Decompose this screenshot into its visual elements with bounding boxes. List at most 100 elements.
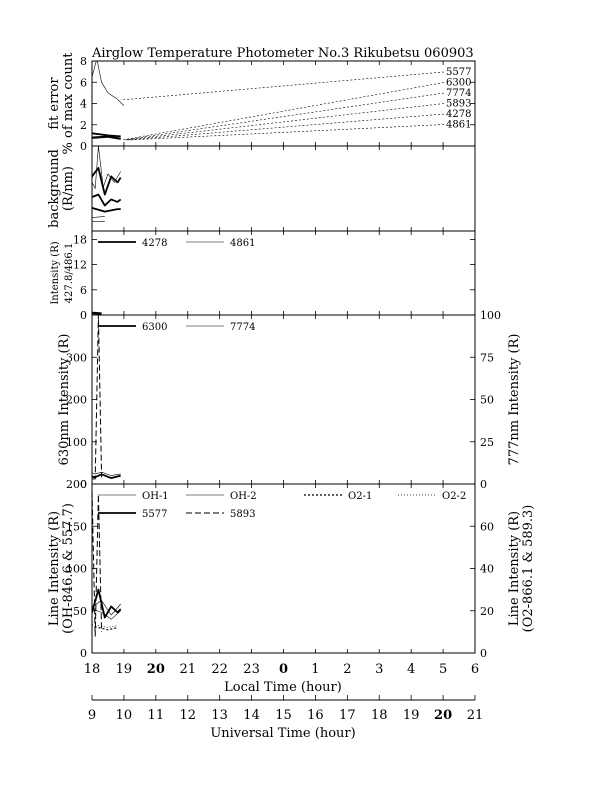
universal-time-axis-tick-label: 18	[371, 708, 388, 723]
universal-time-axis-tick-label: 9	[88, 708, 96, 723]
y-tick-label: 18	[73, 233, 87, 246]
local-time-tick-label: 20	[147, 662, 165, 677]
legend-label-5577: 5577	[142, 509, 167, 520]
panel-frame	[91, 314, 476, 485]
fit-error-label-6300: 6300	[446, 78, 471, 89]
fit-error-label-4278: 4278	[446, 109, 471, 120]
universal-time-axis-tick-label: 15	[275, 708, 292, 723]
panel-frame	[91, 145, 476, 232]
y2-tick-label: 75	[480, 351, 494, 364]
y-axis-label: 427.8/486.1	[64, 243, 75, 304]
y-axis-label: % of max count	[61, 52, 76, 155]
fit-error-label-4861: 4861	[446, 120, 471, 131]
y-axis-label: fit error	[47, 77, 62, 130]
y2-tick-label: 0	[480, 647, 487, 660]
universal-time-label: Universal Time (hour)	[210, 726, 355, 741]
local-time-tick-label: 6	[471, 662, 479, 677]
y-tick-label: 4	[80, 98, 87, 111]
universal-time-axis-tick-label: 21	[467, 708, 484, 723]
y-tick-label: 200	[66, 478, 87, 491]
y-tick-label: 6	[80, 284, 87, 297]
universal-time-axis-tick-label: 10	[116, 708, 133, 723]
legend-label-OH-2: OH-2	[230, 491, 257, 502]
universal-time-axis-tick-label: 12	[179, 708, 196, 723]
universal-time-axis-tick-label: 17	[339, 708, 356, 723]
fit-error-leader	[123, 92, 445, 141]
series-line-thin	[92, 137, 121, 140]
y-tick-label: 0	[80, 647, 87, 660]
series-group	[92, 146, 122, 222]
panel-fit-error: 0 2 4 6 8 fit error% of max count	[47, 52, 476, 155]
fit-error-label-5577: 5577	[446, 67, 471, 78]
panel-frame	[91, 60, 476, 147]
figure-title: Airglow Temperature Photometer No.3 Riku…	[91, 46, 474, 61]
y2-tick-label: 20	[480, 605, 494, 618]
y-tick-label: 200	[66, 394, 87, 407]
series-line-bold	[92, 132, 121, 138]
y-tick-label: 2	[80, 119, 87, 132]
panel-intensity-4278-4861: 0 6 12 18 Intensity (R) 427.8/486.1	[50, 230, 476, 322]
y-tick-label: 0	[80, 309, 87, 322]
series-line-thin	[92, 221, 105, 222]
universal-time-axis-tick-label: 16	[307, 708, 324, 723]
legend-label-4278: 4278	[142, 238, 167, 249]
fit-error-leader	[120, 71, 445, 101]
fit-error-label-5893: 5893	[446, 99, 471, 110]
panel-background: background (R/nm)	[47, 145, 476, 232]
fit-error-leader	[122, 82, 445, 141]
series-line-thin	[92, 61, 125, 106]
universal-time-axis-tick-label: 14	[243, 708, 260, 723]
fit-error-leader	[128, 124, 445, 141]
y2-axis-label: Line Intensity (R)	[507, 511, 522, 626]
legend-label-O2-2: O2-2	[442, 491, 466, 502]
universal-time-axis-tick-label: 13	[211, 708, 228, 723]
series-line-bold	[92, 166, 122, 196]
series-group	[92, 315, 121, 480]
legend-label-OH-1: OH-1	[142, 491, 169, 502]
y-axis-label: Intensity (R)	[50, 241, 61, 304]
local-time-tick-label: 19	[116, 662, 133, 677]
y-tick-label: 6	[80, 76, 87, 89]
y2-axis-label: 777nm Intensity (R)	[507, 334, 522, 466]
series-line-dashed-spike	[92, 315, 103, 480]
series-group	[92, 487, 122, 637]
legend-label-6300: 6300	[142, 322, 167, 333]
y-tick-label: 0	[80, 140, 87, 153]
local-time-tick-label: 23	[243, 662, 260, 677]
fit-error-label-7774: 7774	[446, 88, 471, 99]
y2-tick-label: 25	[480, 436, 494, 449]
local-time-tick-label: 4	[407, 662, 415, 677]
legend-label-7774: 7774	[230, 322, 255, 333]
local-time-tick-label: 3	[375, 662, 383, 677]
universal-time-axis-tick-label: 19	[403, 708, 420, 723]
series-line-bold	[92, 206, 121, 213]
y-tick-label: 0	[80, 478, 87, 491]
y-axis-label: 630nm Intensity (R)	[57, 334, 72, 466]
series-line-7774	[92, 471, 121, 476]
series-group	[92, 311, 102, 315]
local-time-tick-label: 2	[343, 662, 351, 677]
legends: 4278 4861 6300 7774 OH-1 OH-2 O2-1 O2-2 5577 5893	[98, 238, 466, 520]
y2-tick-label: 100	[480, 309, 501, 322]
y-tick-label: 300	[66, 351, 87, 364]
legend-label-5893: 5893	[230, 509, 255, 520]
y-axis-label: background	[47, 149, 62, 228]
universal-time-axis-tick-label: 20	[434, 708, 452, 723]
y-tick-label: 150	[66, 520, 87, 533]
legend-label-O2-1: O2-1	[348, 491, 372, 502]
y-axis-label: (R/nm)	[61, 166, 76, 211]
local-time-tick-label: 18	[84, 662, 101, 677]
local-time-tick-label: 21	[179, 662, 196, 677]
y-tick-label: 100	[66, 563, 87, 576]
local-time-tick-label: 1	[311, 662, 319, 677]
local-time-tick-label: 0	[279, 662, 288, 677]
y-tick-label: 8	[80, 55, 87, 68]
series-line-thin	[92, 146, 121, 189]
local-time-label: Local Time (hour)	[224, 680, 342, 695]
series-line-thin	[92, 216, 105, 218]
series-line-bold	[92, 193, 122, 207]
y2-tick-label: 50	[480, 394, 494, 407]
